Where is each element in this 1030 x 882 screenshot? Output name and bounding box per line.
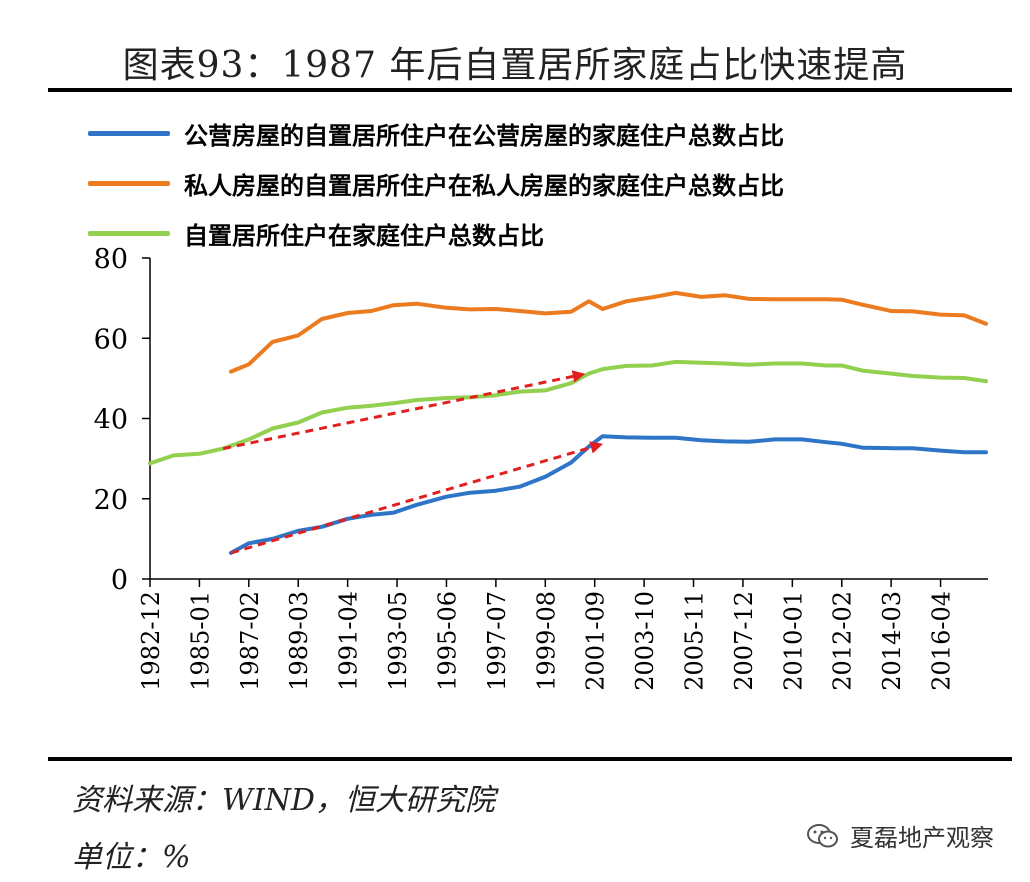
legend-item-public-housing: 公营房屋的自置居所住户在公营房屋的家庭住户总数占比 xyxy=(88,108,784,158)
axes: 0 20 40 60 80 1982-12 1985-01 1987-02 1989-03 199… xyxy=(94,244,988,691)
x-tick-label: 1982-12 xyxy=(137,591,165,691)
top-rule xyxy=(48,88,1012,92)
wechat-icon xyxy=(807,823,838,847)
legend-item-private-housing: 私人房屋的自置居所住户在私人房屋的家庭住户总数占比 xyxy=(88,158,784,208)
y-tick-label: 40 xyxy=(94,405,128,436)
legend-swatch-orange xyxy=(88,180,170,186)
legend-label: 公营房屋的自置居所住户在公营房屋的家庭住户总数占比 xyxy=(184,121,784,150)
series-line-0 xyxy=(229,434,988,555)
unit-note: 单位：% xyxy=(72,840,191,875)
x-tick-label: 2003-10 xyxy=(631,591,659,691)
x-tick-label: 1987-02 xyxy=(236,591,264,691)
trend-arrow-1 xyxy=(222,370,586,451)
legend-swatch-green xyxy=(88,230,170,236)
trend-arrow-0 xyxy=(230,441,604,555)
x-tick-label: 1993-05 xyxy=(384,591,412,691)
annotations-group xyxy=(222,370,604,555)
bottom-rule xyxy=(48,757,1012,761)
x-tick-label: 2016-04 xyxy=(928,591,956,691)
x-tick-label: 1995-06 xyxy=(433,591,461,691)
x-tick-label: 2010-01 xyxy=(779,591,807,691)
legend-label: 私人房屋的自置居所住户在私人房屋的家庭住户总数占比 xyxy=(184,171,784,200)
x-tick-label: 1989-03 xyxy=(285,591,313,691)
line-chart: 0 20 40 60 80 1982-12 1985-01 1987-02 1989-03 199… xyxy=(94,244,988,691)
x-tick-label: 1997-07 xyxy=(483,591,511,691)
series-group xyxy=(148,290,988,555)
watermark-text: 夏磊地产观察 xyxy=(850,824,994,852)
legend: 公营房屋的自置居所住户在公营房屋的家庭住户总数占比 私人房屋的自置居所住户在私人… xyxy=(88,108,784,258)
legend-swatch-blue xyxy=(88,130,170,136)
x-tick-label: 2005-11 xyxy=(681,591,709,691)
y-tick-label: 20 xyxy=(94,485,128,516)
y-tick-label: 80 xyxy=(94,244,128,275)
x-tick-label: 1991-04 xyxy=(335,591,363,691)
legend-label: 自置居所住户在家庭住户总数占比 xyxy=(184,221,544,250)
watermark: 夏磊地产观察 xyxy=(806,818,994,853)
chart-title: 图表93：1987 年后自置居所家庭占比快速提高 xyxy=(122,45,908,86)
x-tick-label: 1999-08 xyxy=(532,591,560,691)
x-tick-label: 1985-01 xyxy=(186,591,214,691)
x-tick-label: 2001-09 xyxy=(582,591,610,691)
legend-item-overall: 自置居所住户在家庭住户总数占比 xyxy=(88,208,784,258)
y-tick-label: 0 xyxy=(111,565,128,596)
x-tick-label: 2014-03 xyxy=(878,591,906,691)
x-tick-label: 2012-02 xyxy=(829,591,857,691)
series-line-1 xyxy=(229,290,988,374)
source-note: 资料来源：WIND，恒大研究院 xyxy=(72,783,495,818)
x-tick-label: 2007-12 xyxy=(730,591,758,691)
y-tick-label: 60 xyxy=(94,324,128,355)
